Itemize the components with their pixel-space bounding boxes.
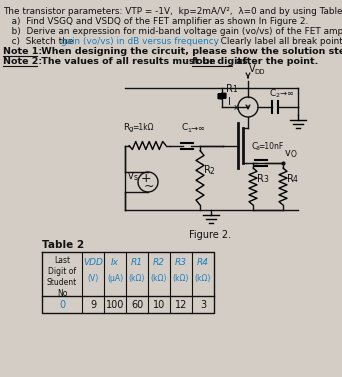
Text: 9: 9 (90, 300, 96, 311)
Text: after the point.: after the point. (233, 57, 318, 66)
Text: The values of all results must be: The values of all results must be (38, 57, 219, 66)
Text: v: v (128, 171, 134, 181)
Text: $\rightarrow\!\infty$: $\rightarrow\!\infty$ (278, 89, 295, 98)
Text: 4: 4 (293, 176, 298, 184)
Text: ~: ~ (143, 179, 154, 193)
Text: (V): (V) (87, 274, 98, 283)
Text: four digits: four digits (192, 57, 248, 66)
Text: . Clearly label all break points.: . Clearly label all break points. (215, 37, 342, 46)
Text: =10nF: =10nF (258, 142, 283, 151)
Text: (kΩ): (kΩ) (151, 274, 167, 283)
Text: 0: 0 (59, 300, 65, 311)
Text: R: R (123, 124, 129, 132)
Text: =1kΩ: =1kΩ (132, 124, 154, 132)
Text: $\rightarrow\!\infty$: $\rightarrow\!\infty$ (189, 124, 206, 132)
Text: a)  Find VSGQ and VSDQ of the FET amplifier as shown In Figure 2.: a) Find VSGQ and VSDQ of the FET amplifi… (3, 17, 308, 26)
Text: (kΩ): (kΩ) (129, 274, 145, 283)
Text: R: R (226, 83, 233, 93)
Text: R: R (204, 165, 211, 175)
Text: Ix: Ix (111, 258, 119, 267)
Text: Note 2:: Note 2: (3, 57, 42, 66)
Text: C: C (270, 89, 276, 98)
Text: c)  Sketch the: c) Sketch the (3, 37, 76, 46)
Text: R2: R2 (153, 258, 165, 267)
Text: The transistor parameters: VTP = -1V,  kp=2mA/V²,  λ=0 and by using Table2.: The transistor parameters: VTP = -1V, kp… (3, 7, 342, 16)
Text: O: O (290, 150, 297, 159)
Text: 60: 60 (131, 300, 143, 311)
Text: b)  Derive an expression for mid-band voltage gain (vo/vs) of the FET amplifier.: b) Derive an expression for mid-band vol… (3, 27, 342, 36)
Text: C: C (182, 124, 188, 132)
Text: C: C (251, 142, 257, 151)
Text: (kΩ): (kΩ) (173, 274, 189, 283)
Text: 2: 2 (275, 93, 279, 98)
Text: I: I (228, 97, 231, 107)
Text: gain (vo/vs) in dB versus frequency: gain (vo/vs) in dB versus frequency (61, 37, 219, 46)
Text: 3: 3 (263, 176, 268, 184)
Text: Table 2: Table 2 (42, 240, 84, 250)
Text: (kΩ): (kΩ) (195, 274, 211, 283)
Text: (μA): (μA) (107, 274, 123, 283)
Text: 3: 3 (256, 146, 260, 151)
Text: 12: 12 (175, 300, 187, 311)
Text: Figure 2.: Figure 2. (189, 230, 231, 240)
Text: 1: 1 (232, 86, 237, 95)
Text: 2: 2 (210, 167, 215, 176)
Text: When designing the circuit, please show the solution step by step.: When designing the circuit, please show … (38, 47, 342, 56)
Text: x: x (234, 103, 238, 112)
Text: 100: 100 (106, 300, 124, 311)
Text: 3: 3 (200, 300, 206, 311)
Text: V: V (249, 64, 255, 74)
Text: R: R (257, 173, 264, 184)
Text: s: s (134, 173, 138, 182)
Text: DD: DD (254, 69, 265, 75)
Text: 1: 1 (187, 127, 191, 132)
Text: Note 1:: Note 1: (3, 47, 42, 56)
Text: g: g (129, 127, 133, 132)
Text: VDD: VDD (83, 258, 103, 267)
Text: R3: R3 (175, 258, 187, 267)
Text: +: + (141, 173, 151, 185)
Text: 10: 10 (153, 300, 165, 311)
Text: Last
Digit of
Student
No: Last Digit of Student No (47, 256, 77, 298)
Text: R: R (287, 173, 294, 184)
Text: R4: R4 (197, 258, 209, 267)
Text: R1: R1 (131, 258, 143, 267)
Text: v: v (285, 148, 291, 158)
